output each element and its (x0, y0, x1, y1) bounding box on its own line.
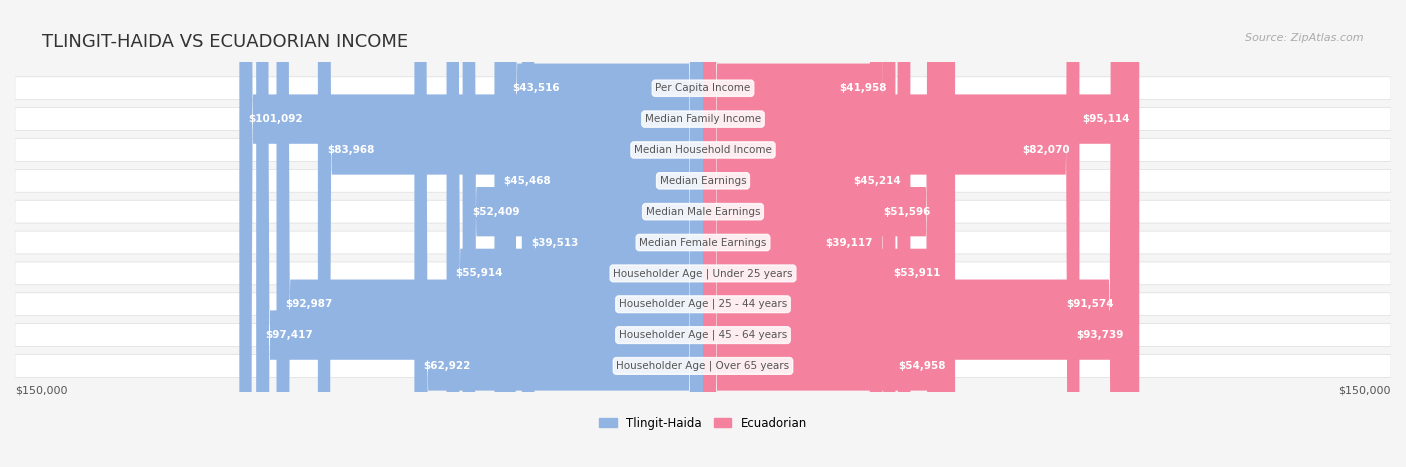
Text: Householder Age | Over 65 years: Householder Age | Over 65 years (616, 361, 790, 371)
FancyBboxPatch shape (15, 77, 1391, 99)
FancyBboxPatch shape (15, 324, 1391, 347)
FancyBboxPatch shape (15, 354, 1391, 377)
Text: TLINGIT-HAIDA VS ECUADORIAN INCOME: TLINGIT-HAIDA VS ECUADORIAN INCOME (42, 33, 408, 51)
Text: $91,574: $91,574 (1066, 299, 1114, 309)
Text: Householder Age | 45 - 64 years: Householder Age | 45 - 64 years (619, 330, 787, 340)
FancyBboxPatch shape (703, 0, 1123, 467)
Text: Per Capita Income: Per Capita Income (655, 83, 751, 93)
FancyBboxPatch shape (703, 0, 950, 467)
Text: $45,214: $45,214 (853, 176, 901, 186)
Text: $62,922: $62,922 (423, 361, 471, 371)
FancyBboxPatch shape (495, 0, 703, 467)
Text: $39,117: $39,117 (825, 238, 873, 248)
Text: $92,987: $92,987 (285, 299, 333, 309)
Text: $43,516: $43,516 (513, 83, 560, 93)
Text: $54,958: $54,958 (898, 361, 946, 371)
Text: $93,739: $93,739 (1077, 330, 1123, 340)
FancyBboxPatch shape (15, 262, 1391, 285)
Text: Median Earnings: Median Earnings (659, 176, 747, 186)
FancyBboxPatch shape (703, 0, 910, 467)
FancyBboxPatch shape (703, 0, 896, 467)
Text: $55,914: $55,914 (456, 269, 503, 278)
FancyBboxPatch shape (15, 139, 1391, 162)
FancyBboxPatch shape (447, 0, 703, 467)
Text: $101,092: $101,092 (249, 114, 304, 124)
Text: $41,958: $41,958 (839, 83, 886, 93)
FancyBboxPatch shape (318, 0, 703, 467)
FancyBboxPatch shape (503, 0, 703, 467)
Text: Median Family Income: Median Family Income (645, 114, 761, 124)
FancyBboxPatch shape (703, 0, 883, 467)
Legend: Tlingit-Haida, Ecuadorian: Tlingit-Haida, Ecuadorian (599, 417, 807, 430)
FancyBboxPatch shape (703, 0, 939, 467)
Text: $150,000: $150,000 (15, 386, 67, 396)
FancyBboxPatch shape (15, 200, 1391, 223)
FancyBboxPatch shape (703, 0, 955, 467)
FancyBboxPatch shape (703, 0, 1080, 467)
Text: $52,409: $52,409 (472, 207, 519, 217)
Text: $83,968: $83,968 (328, 145, 374, 155)
FancyBboxPatch shape (463, 0, 703, 467)
FancyBboxPatch shape (15, 108, 1391, 130)
Text: $53,911: $53,911 (894, 269, 941, 278)
Text: Median Household Income: Median Household Income (634, 145, 772, 155)
FancyBboxPatch shape (15, 231, 1391, 254)
Text: $39,513: $39,513 (531, 238, 578, 248)
Text: $45,468: $45,468 (503, 176, 551, 186)
Text: $51,596: $51,596 (883, 207, 931, 217)
FancyBboxPatch shape (239, 0, 703, 467)
FancyBboxPatch shape (256, 0, 703, 467)
Text: Householder Age | Under 25 years: Householder Age | Under 25 years (613, 268, 793, 279)
FancyBboxPatch shape (277, 0, 703, 467)
Text: $150,000: $150,000 (1339, 386, 1391, 396)
Text: Median Male Earnings: Median Male Earnings (645, 207, 761, 217)
FancyBboxPatch shape (15, 293, 1391, 316)
Text: Source: ZipAtlas.com: Source: ZipAtlas.com (1246, 33, 1364, 42)
FancyBboxPatch shape (522, 0, 703, 467)
FancyBboxPatch shape (415, 0, 703, 467)
Text: $97,417: $97,417 (266, 330, 314, 340)
Text: Householder Age | 25 - 44 years: Householder Age | 25 - 44 years (619, 299, 787, 310)
FancyBboxPatch shape (703, 0, 1133, 467)
FancyBboxPatch shape (15, 170, 1391, 192)
Text: $82,070: $82,070 (1022, 145, 1070, 155)
Text: Median Female Earnings: Median Female Earnings (640, 238, 766, 248)
FancyBboxPatch shape (703, 0, 1139, 467)
Text: $95,114: $95,114 (1083, 114, 1130, 124)
